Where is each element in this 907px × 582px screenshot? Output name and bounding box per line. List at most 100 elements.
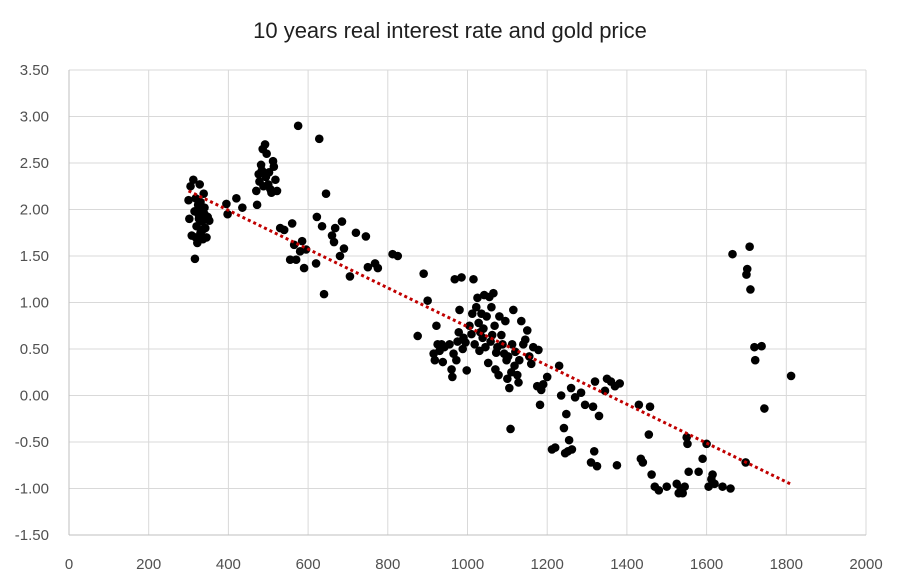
data-point: [438, 357, 448, 367]
data-point: [510, 361, 519, 371]
axes: [68, 70, 866, 536]
data-point: [481, 342, 490, 352]
data-point: [708, 470, 717, 479]
y-tick-label: -1.50: [15, 527, 49, 544]
data-point: [483, 358, 493, 368]
data-point: [449, 349, 458, 358]
y-tick-label: 0.50: [20, 341, 49, 358]
data-point: [503, 374, 512, 384]
data-point: [495, 312, 504, 321]
data-point: [339, 244, 349, 253]
data-point: [345, 272, 355, 281]
data-point: [742, 264, 752, 274]
data-point: [419, 269, 428, 278]
data-point: [556, 391, 566, 400]
x-tick-labels: 0 200 400 600 800 1000 1200 1400 1600 1800 2000: [65, 556, 883, 573]
data-point: [473, 293, 482, 303]
data-point: [297, 236, 307, 246]
data-point: [285, 255, 295, 265]
data-point: [457, 273, 466, 282]
data-point: [505, 383, 514, 393]
data-point: [184, 195, 193, 205]
data-point: [684, 467, 693, 477]
x-tick-label: 1200: [531, 556, 564, 573]
data-point: [373, 263, 383, 273]
data-point: [520, 335, 530, 345]
data-point: [474, 318, 483, 328]
data-point: [509, 305, 518, 315]
data-point: [760, 404, 769, 413]
y-tick-label: 2.50: [20, 155, 49, 172]
data-point: [204, 216, 214, 225]
data-point: [454, 327, 464, 337]
data-point: [467, 309, 477, 318]
data-point: [594, 411, 604, 421]
data-point: [337, 217, 347, 226]
data-point: [186, 181, 195, 191]
data-point: [447, 365, 456, 374]
data-point: [470, 340, 479, 349]
data-point: [311, 259, 321, 268]
data-point: [269, 162, 279, 172]
y-tick-label: 0.00: [20, 388, 49, 405]
data-point: [612, 460, 622, 470]
data-point: [190, 254, 200, 264]
data-point: [461, 338, 470, 347]
data-point: [522, 326, 532, 335]
data-point: [469, 274, 478, 284]
data-point: [682, 433, 691, 442]
data-point: [335, 251, 345, 261]
data-point: [726, 484, 735, 493]
data-point: [497, 330, 506, 340]
data-point: [615, 379, 625, 388]
y-tick-labels: -1.50 -1.00 -0.50 0.00 0.50 1.00 1.50 2.00 2.50 3…: [15, 62, 49, 544]
data-point: [200, 203, 209, 212]
data-point: [271, 175, 280, 185]
data-point: [559, 423, 569, 433]
data-point: [728, 249, 737, 259]
data-point: [718, 482, 727, 491]
data-point: [194, 209, 203, 219]
x-tick-label: 0: [65, 556, 73, 573]
data-point: [662, 482, 672, 491]
x-tick-label: 1600: [690, 556, 723, 573]
data-point: [589, 447, 599, 456]
data-point: [647, 470, 656, 479]
data-point: [750, 355, 760, 365]
data-point: [526, 359, 536, 369]
data-point: [757, 341, 766, 351]
data-point: [487, 302, 496, 312]
data-point: [786, 371, 796, 381]
data-point: [479, 324, 488, 333]
data-point: [683, 439, 692, 449]
data-point: [494, 370, 503, 380]
data-point: [590, 377, 600, 386]
data-point: [312, 212, 322, 222]
data-point: [535, 400, 545, 410]
data-point: [299, 263, 309, 273]
data-point: [506, 424, 515, 434]
data-point: [238, 203, 247, 212]
data-point: [694, 467, 703, 477]
data-point: [413, 331, 422, 341]
data-point: [232, 194, 241, 203]
data-point: [264, 168, 274, 177]
x-tick-label: 2000: [849, 556, 882, 573]
y-tick-label: 3.00: [20, 109, 49, 126]
data-point: [487, 330, 497, 340]
data-point: [542, 372, 552, 382]
data-point: [489, 288, 498, 298]
data-point: [198, 225, 207, 235]
data-point: [482, 312, 491, 321]
data-point: [458, 344, 468, 354]
data-point: [478, 333, 487, 343]
data-point: [576, 388, 586, 398]
data-point: [327, 231, 337, 240]
y-tick-label: 2.00: [20, 202, 49, 219]
data-point: [507, 340, 517, 349]
data-point: [450, 274, 460, 284]
y-tick-label: 1.00: [20, 295, 49, 312]
data-point: [452, 355, 461, 365]
data-point: [600, 386, 610, 396]
data-point: [698, 454, 707, 464]
